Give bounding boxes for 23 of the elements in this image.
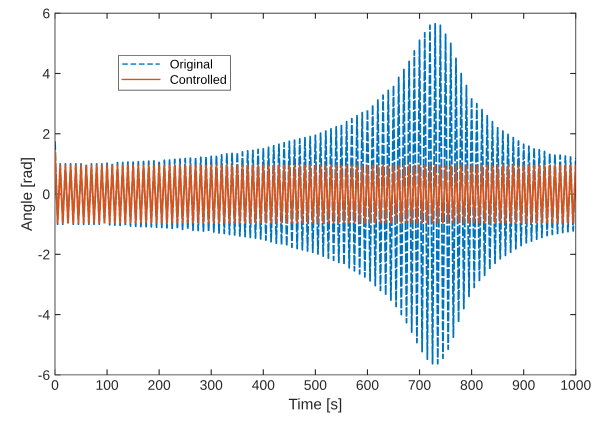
y-tick-label: -6 [38, 370, 50, 380]
x-tick-label: 100 [96, 380, 118, 390]
line-series [54, 22, 576, 365]
y-tick-label: -2 [38, 250, 50, 260]
y-axis-title: Angle [rad] [20, 158, 36, 231]
x-tick-label: 1000 [561, 380, 591, 390]
x-tick-label: 600 [356, 380, 378, 390]
x-tick-label: 200 [148, 380, 170, 390]
x-tick-label: 900 [512, 380, 535, 390]
y-tick-label: 6 [43, 8, 50, 18]
y-tick-label: 4 [42, 68, 50, 79]
x-tick-label: 500 [304, 380, 326, 390]
y-tick-label: 0 [42, 189, 50, 200]
legend-label: Original [170, 59, 212, 72]
legend-label: Controlled [170, 74, 226, 84]
x-tick-label: 0 [52, 380, 58, 390]
x-tick-label: 800 [460, 380, 483, 390]
x-tick-label: 400 [252, 380, 274, 390]
y-tick-label: 2 [43, 129, 50, 139]
x-axis-title: Time [s] [288, 398, 342, 412]
y-tick-label: -4 [38, 310, 50, 320]
x-tick-label: 700 [408, 380, 431, 390]
x-tick-label: 300 [200, 380, 222, 390]
